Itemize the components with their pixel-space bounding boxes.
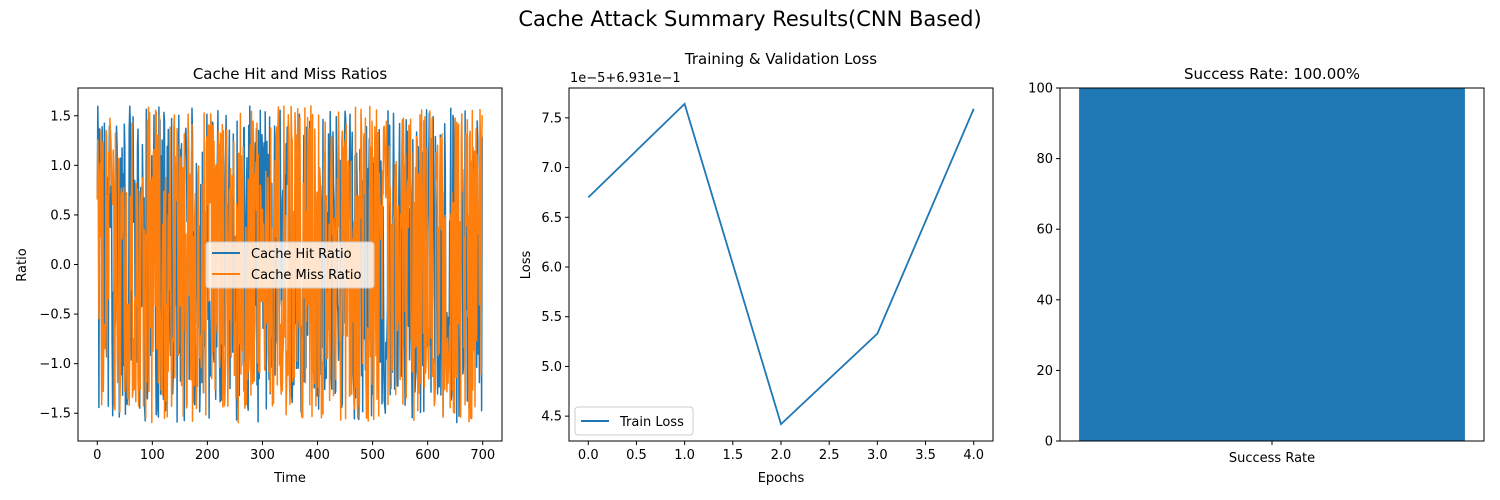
success-rate-ytick-label: 40: [1036, 293, 1053, 308]
hit-miss-xtick-label: 400: [305, 448, 330, 463]
loss-chart-title: Training & Validation Loss: [684, 50, 877, 68]
loss-xtick-label: 3.5: [915, 448, 936, 463]
hit-miss-ytick-label: −0.5: [39, 308, 71, 323]
loss-ytick-label: 6.5: [541, 211, 562, 226]
series-line-train-loss: [587, 102, 975, 426]
hit-miss-ytick-label: −1.0: [39, 357, 71, 372]
series-line-cache-miss: [96, 105, 483, 424]
success-rate-ytick-label: 20: [1036, 364, 1053, 379]
success-rate-ytick-label: 60: [1036, 223, 1053, 238]
loss-xtick-label: 2.5: [819, 448, 840, 463]
hit-miss-chart: Cache Hit and Miss Ratios Time Ratio 0 10…: [15, 65, 503, 486]
loss-xtick-label: 1.5: [722, 448, 743, 463]
success-rate-ytick-label: 80: [1036, 152, 1053, 167]
loss-axes-frame: [568, 87, 994, 442]
bar-success-rate: [1079, 88, 1465, 441]
success-rate-chart: Success Rate: 100.00% 0 20 40 60 80 100 Succe…: [1028, 65, 1485, 466]
loss-legend-box: [574, 406, 694, 436]
loss-chart: Training & Validation Loss 1e−5+6.931e−1…: [519, 50, 994, 486]
success-rate-axes-frame: [1059, 87, 1485, 442]
success-rate-chart-title: Success Rate: 100.00%: [1184, 65, 1360, 83]
success-rate-xtick-label: Success Rate: [1229, 451, 1315, 466]
legend-label-train-loss: Train Loss: [619, 415, 684, 430]
hit-miss-axes-frame: [77, 87, 503, 442]
hit-miss-xtick-label: 600: [415, 448, 440, 463]
loss-offset-text: 1e−5+6.931e−1: [570, 71, 681, 86]
hit-miss-xtick-label: 500: [360, 448, 385, 463]
loss-xtick-label: 3.0: [867, 448, 888, 463]
loss-legend: Train Loss: [574, 406, 694, 436]
loss-xtick-label: 0.5: [626, 448, 647, 463]
loss-xlabel: Epochs: [758, 471, 805, 486]
hit-miss-xlabel: Time: [273, 471, 306, 486]
loss-ytick-label: 7.5: [541, 111, 562, 126]
loss-xtick-label: 0.0: [578, 448, 599, 463]
hit-miss-chart-title: Cache Hit and Miss Ratios: [193, 65, 388, 83]
hit-miss-xtick-label: 300: [250, 448, 275, 463]
hit-miss-ytick-label: 0.5: [50, 208, 71, 223]
hit-miss-xtick-label: 700: [470, 448, 495, 463]
hit-miss-ytick-label: −1.5: [39, 407, 71, 422]
loss-xtick-label: 4.0: [963, 448, 984, 463]
loss-ytick-label: 4.5: [541, 410, 562, 425]
hit-miss-ytick-label: 0.0: [50, 258, 71, 273]
hit-miss-legend-box: [205, 241, 375, 289]
hit-miss-ytick-label: 1.5: [50, 109, 71, 124]
hit-miss-xtick-label: 0: [93, 448, 101, 463]
loss-ytick-label: 7.0: [541, 161, 562, 176]
loss-ylabel: Loss: [519, 251, 534, 280]
loss-ytick-label: 5.0: [541, 360, 562, 375]
loss-ytick-label: 6.0: [541, 260, 562, 275]
figure-title: Cache Attack Summary Results(CNN Based): [518, 7, 981, 31]
success-rate-ytick-label: 100: [1028, 82, 1053, 97]
hit-miss-legend: Cache Hit Ratio Cache Miss Ratio: [205, 241, 375, 289]
hit-miss-xtick-label: 100: [140, 448, 165, 463]
loss-ytick-label: 5.5: [541, 310, 562, 325]
hit-miss-ylabel: Ratio: [15, 248, 30, 281]
success-rate-ytick-label: 0: [1045, 435, 1053, 450]
loss-xtick-label: 1.0: [674, 448, 695, 463]
legend-label-hit: Cache Hit Ratio: [251, 247, 352, 262]
loss-xtick-label: 2.0: [771, 448, 792, 463]
legend-label-miss: Cache Miss Ratio: [251, 268, 361, 283]
hit-miss-ytick-label: 1.0: [50, 159, 71, 174]
hit-miss-xtick-label: 200: [195, 448, 220, 463]
